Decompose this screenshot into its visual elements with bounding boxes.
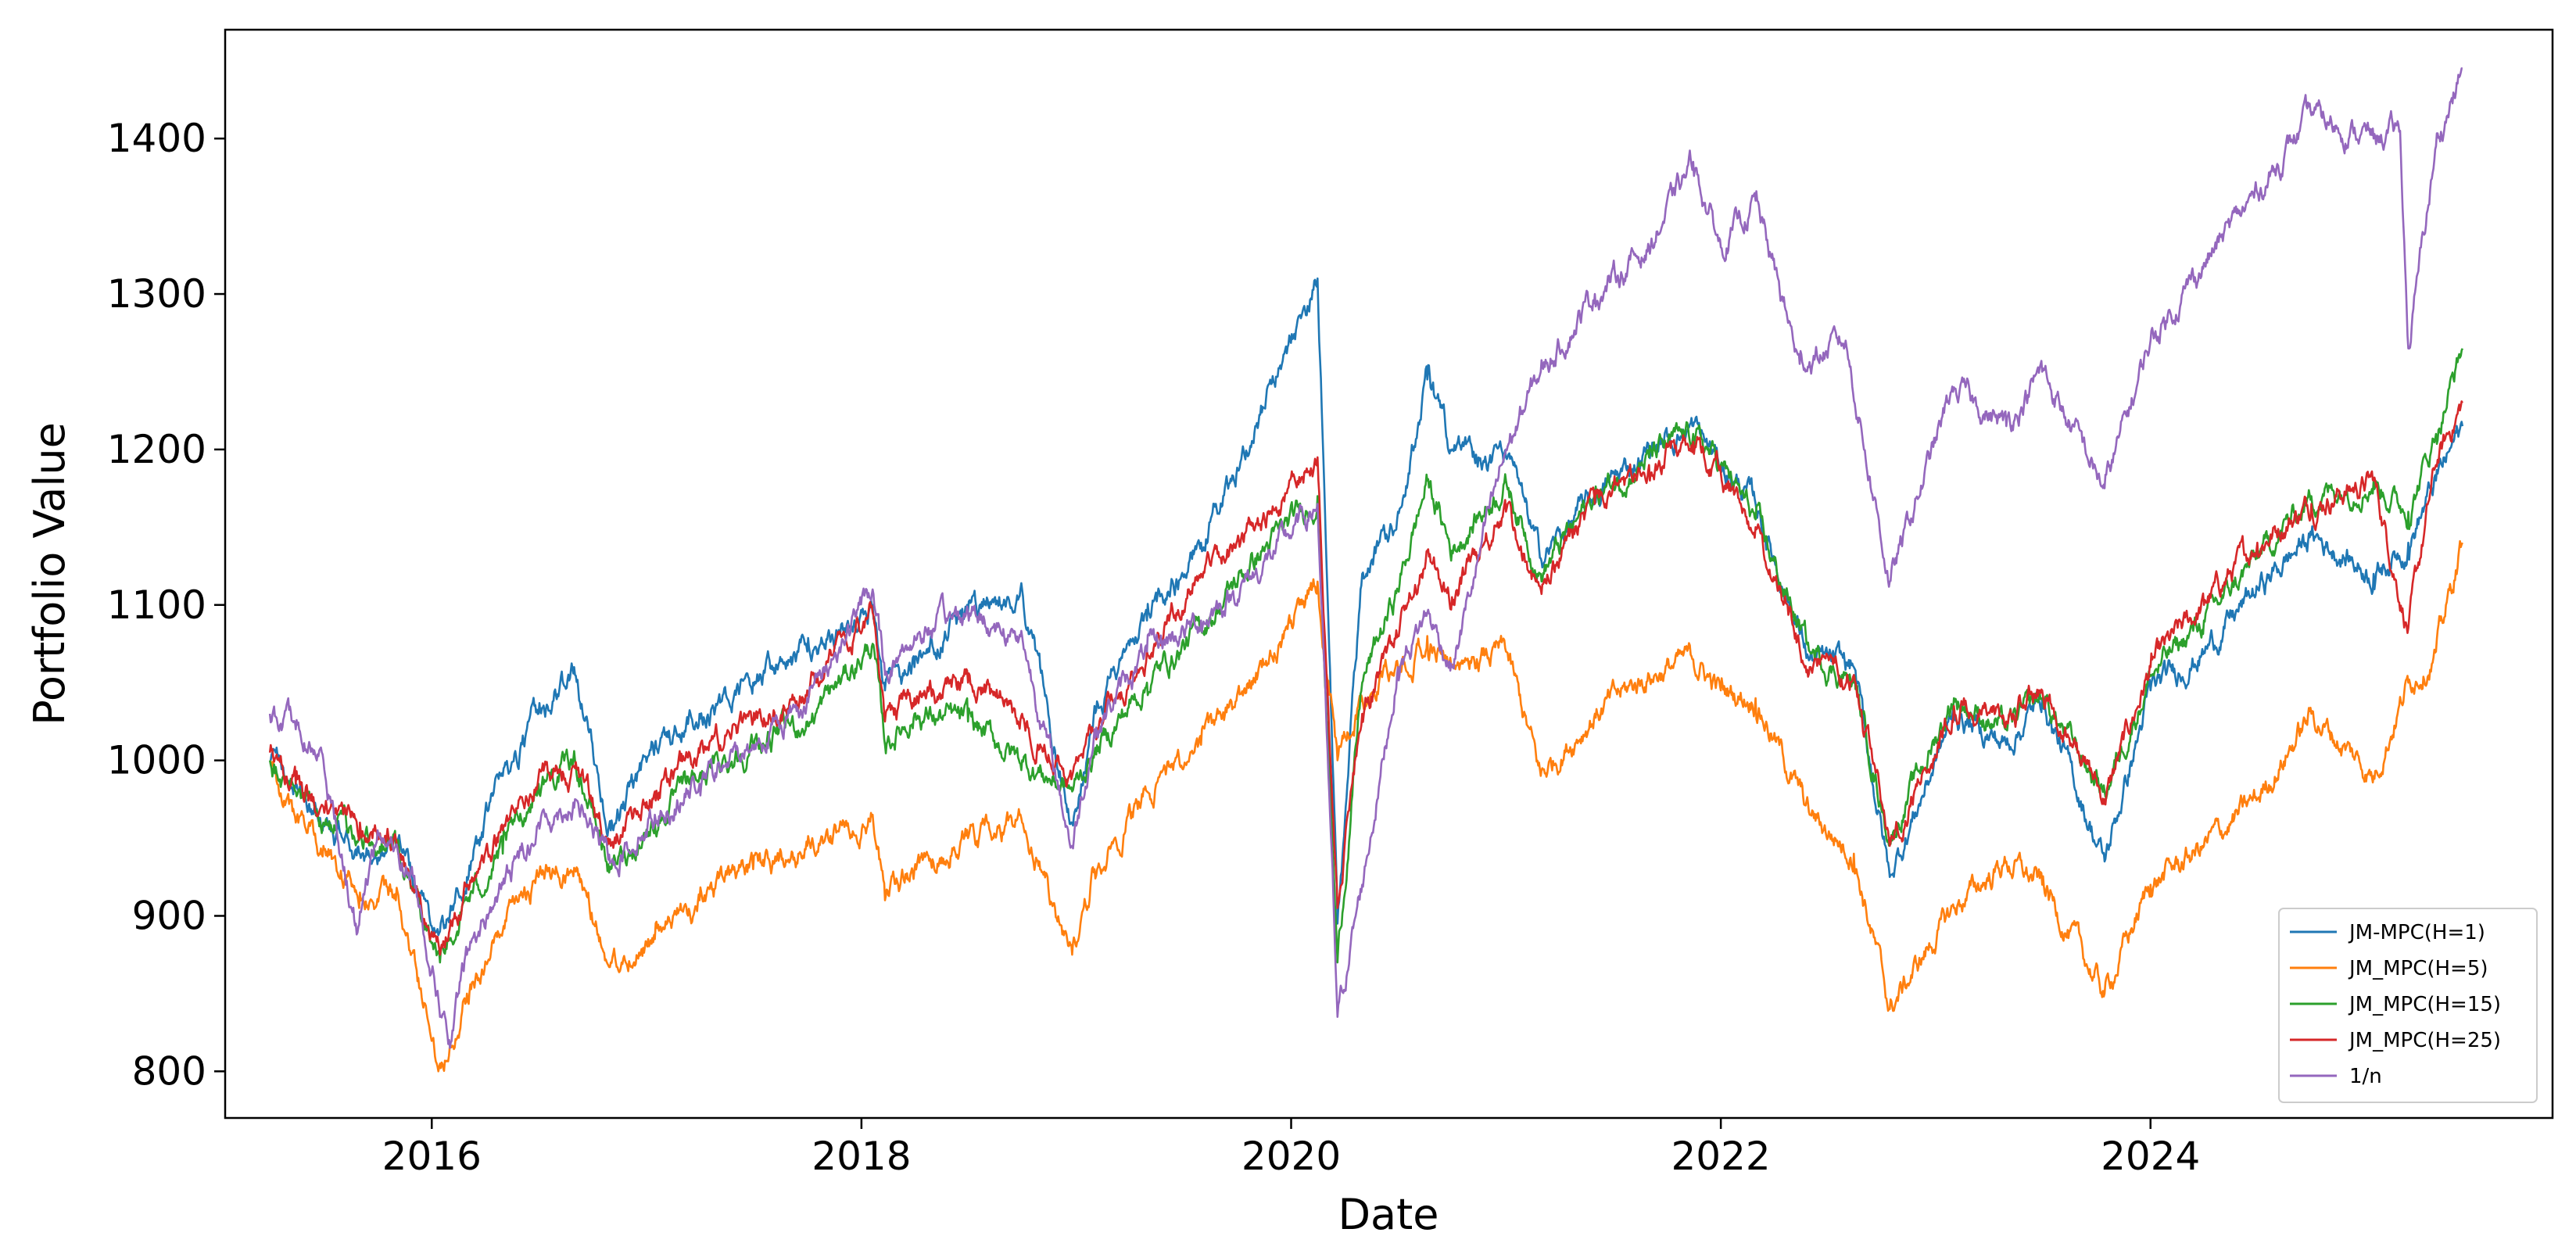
y-axis-title: Portfolio Value: [25, 422, 74, 726]
legend-label: JM_MPC(H=15): [2348, 993, 2501, 1016]
x-tick-label: 2020: [1241, 1134, 1341, 1179]
y-tick-label: 900: [132, 893, 206, 938]
x-tick-label: 2022: [1671, 1134, 1771, 1179]
series-line: [268, 67, 2463, 1049]
series-line: [268, 539, 2463, 1073]
y-tick-label: 1400: [107, 116, 206, 161]
series-line: [268, 400, 2463, 956]
legend-label: 1/n: [2349, 1065, 2382, 1088]
y-tick-label: 1200: [107, 427, 206, 472]
y-axis: 800 900 1000 1100 1200 1300 1400: [107, 116, 225, 1094]
y-tick-label: 1100: [107, 582, 206, 628]
x-tick-label: 2018: [811, 1134, 911, 1179]
x-axis-title: Date: [1338, 1190, 1438, 1239]
plot-area: [224, 28, 2554, 1120]
x-tick-label: 2016: [382, 1134, 482, 1179]
series-line: [269, 277, 2464, 937]
legend-label: JM_MPC(H=5): [2348, 957, 2488, 980]
series-layer: [268, 67, 2464, 1073]
legend-box: [2278, 908, 2538, 1103]
y-tick-label: 1000: [107, 738, 206, 783]
x-tick-label: 2024: [2101, 1134, 2200, 1179]
y-tick-label: 1300: [107, 271, 206, 317]
x-axis: 2016 2018 2020 2022 2024: [382, 1118, 2200, 1179]
legend-label: JM-MPC(H=1): [2348, 921, 2485, 944]
legend: JM-MPC(H=1) JM_MPC(H=5) JM_MPC(H=15) JM_MPC…: [2278, 908, 2538, 1103]
legend-label: JM_MPC(H=25): [2348, 1029, 2501, 1052]
y-tick-label: 800: [132, 1048, 206, 1094]
